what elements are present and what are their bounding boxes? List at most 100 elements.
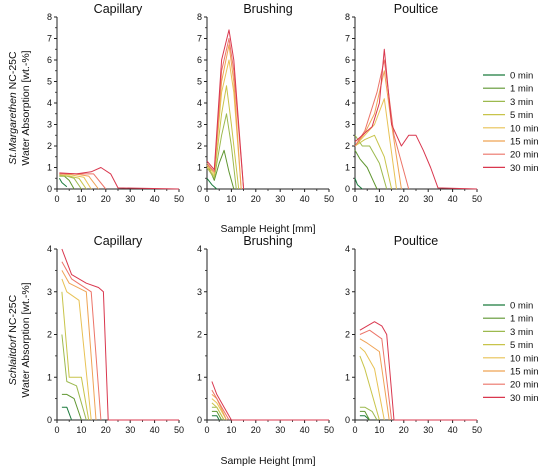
panel-5-y-tick-label: 4 bbox=[345, 244, 350, 254]
panel-3-series-0-min bbox=[61, 406, 73, 421]
panel-3-x-tick-label: 0 bbox=[54, 425, 59, 435]
panel-2-series-5-min bbox=[354, 134, 393, 190]
svg-text:St.Margarethen NC-25C: St.Margarethen NC-25C bbox=[7, 51, 19, 165]
panel-3-x-tick-label: 10 bbox=[76, 425, 86, 435]
panel-2-x-tick-label: 30 bbox=[423, 194, 433, 204]
panel-0-series-30-min bbox=[59, 167, 180, 190]
panel-4-y-tick-label: 4 bbox=[197, 244, 202, 254]
stone-suffix-bottom: NC-25C bbox=[7, 294, 19, 335]
panel-5-series-30-min bbox=[359, 321, 477, 421]
panel-1-series-20-min bbox=[206, 38, 245, 190]
panel-4-y-tick-label: 2 bbox=[197, 330, 202, 340]
panel-3-x-tick-label: 20 bbox=[101, 425, 111, 435]
panel-3-series-3-min bbox=[61, 334, 87, 421]
panel-2-y-tick-label: 4 bbox=[345, 98, 350, 108]
panel-0-y-tick-label: 0 bbox=[47, 184, 52, 194]
stone-name-top: St.Margarethen bbox=[7, 92, 19, 165]
panel-1-y-tick-label: 4 bbox=[197, 98, 202, 108]
panel-3-y-tick-label: 4 bbox=[47, 244, 52, 254]
panel-0-x-tick-label: 50 bbox=[174, 194, 184, 204]
panel-1-y-tick-label: 5 bbox=[197, 77, 202, 87]
panel-3: Capillary 0 10 20 30 40 50 0 1 2 3 4 bbox=[47, 234, 184, 435]
panel-4-title: Brushing bbox=[243, 234, 292, 248]
panel-5-y-tick-label: 1 bbox=[345, 372, 350, 382]
panel-0-title: Capillary bbox=[94, 2, 143, 16]
panel-2-y-tick-label: 0 bbox=[345, 184, 350, 194]
legend-label: 3 min bbox=[510, 97, 533, 108]
panel-0-series-0-min bbox=[58, 178, 68, 188]
panel-5-x-tick-label: 20 bbox=[399, 425, 409, 435]
panel-0-x-tick-label: 0 bbox=[54, 194, 59, 204]
panel-4-y-tick-label: 0 bbox=[197, 415, 202, 425]
panel-1-y-tick-label: 0 bbox=[197, 184, 202, 194]
panel-1-x-tick-label: 10 bbox=[226, 194, 236, 204]
panel-2-x-tick-label: 20 bbox=[399, 194, 409, 204]
panel-0-y-tick-label: 2 bbox=[47, 141, 52, 151]
panel-3-title: Capillary bbox=[94, 234, 143, 248]
legend-row-0: 0 min 1 min 3 min 5 min 10 min 15 min 20 min 30… bbox=[483, 71, 539, 174]
panel-1-series-30-min bbox=[206, 29, 245, 190]
panel-4-x-tick-label: 10 bbox=[226, 425, 236, 435]
panel-5-x-tick-label: 30 bbox=[423, 425, 433, 435]
panel-0-series-5-min bbox=[59, 174, 87, 190]
panel-4-x-tick-label: 40 bbox=[300, 425, 310, 435]
panel-5-x-tick-label: 40 bbox=[448, 425, 458, 435]
panel-3-x-tick-label: 30 bbox=[125, 425, 135, 435]
panel-2-x-tick-label: 10 bbox=[374, 194, 384, 204]
y-unit-bottom: Water Absorption [wt.-%] bbox=[20, 282, 32, 397]
panel-2-y-tick-label: 5 bbox=[345, 77, 350, 87]
legend-label: 20 min bbox=[510, 380, 539, 391]
panel-2-x-tick-label: 40 bbox=[448, 194, 458, 204]
panel-5-series-3-min bbox=[359, 406, 378, 421]
panel-5-series-10-min bbox=[359, 346, 385, 421]
panel-2-series-15-min bbox=[354, 70, 402, 190]
panel-2-series-1-min bbox=[354, 150, 378, 190]
legend-label: 3 min bbox=[510, 327, 533, 338]
panel-5-series-0-min bbox=[359, 415, 370, 421]
y-unit-top: Water Absorption [wt.-%] bbox=[20, 50, 32, 165]
legend-label: 10 min bbox=[510, 353, 539, 364]
panel-2-x-tick-label: 50 bbox=[472, 194, 482, 204]
panel-5-series-1-min bbox=[359, 410, 371, 421]
panel-0-x-tick-label: 30 bbox=[125, 194, 135, 204]
panel-4-x-tick-label: 20 bbox=[251, 425, 261, 435]
panel-5-y-tick-label: 3 bbox=[345, 287, 350, 297]
panel-0-x-tick-label: 40 bbox=[150, 194, 160, 204]
panel-0-series-10-min bbox=[59, 173, 92, 190]
panel-3-y-tick-label: 2 bbox=[47, 330, 52, 340]
panel-4-series-0-min bbox=[211, 415, 220, 421]
panel-0-y-tick-label: 6 bbox=[47, 55, 52, 65]
panel-0-y-tick-label: 8 bbox=[47, 12, 52, 22]
panel-1-x-tick-label: 30 bbox=[275, 194, 285, 204]
panel-5-series-20-min bbox=[359, 329, 393, 421]
panel-1-y-tick-label: 8 bbox=[197, 12, 202, 22]
panel-1-series-5-min bbox=[206, 85, 240, 190]
panel-3-series-20-min bbox=[61, 261, 102, 421]
panel-1-y-tick-label: 6 bbox=[197, 55, 202, 65]
panel-2-title: Poultice bbox=[394, 2, 439, 16]
panel-3-y-tick-label: 1 bbox=[47, 372, 52, 382]
panel-3-y-tick-label: 0 bbox=[47, 415, 52, 425]
panel-2-y-tick-label: 6 bbox=[345, 55, 350, 65]
legend-label: 5 min bbox=[510, 340, 533, 351]
x-axis-label-bottom: Sample Height [mm] bbox=[220, 455, 315, 467]
panel-3-x-tick-label: 50 bbox=[174, 425, 184, 435]
legend-label: 20 min bbox=[510, 150, 539, 161]
panel-5-x-tick-label: 50 bbox=[472, 425, 482, 435]
panel-2-y-tick-label: 7 bbox=[345, 34, 350, 44]
panel-5: Poultice 0 10 20 30 40 50 0 1 2 3 4 bbox=[345, 234, 482, 435]
panel-1-series-3-min bbox=[206, 113, 237, 190]
panel-1-x-tick-label: 20 bbox=[251, 194, 261, 204]
panel-0: Capillary 0 10 20 30 40 50 0 1 2 3 4 5 6 7 8 bbox=[47, 2, 184, 204]
legend-label: 15 min bbox=[510, 367, 539, 378]
panel-3-series-1-min bbox=[61, 393, 82, 421]
panel-4-series-5-min bbox=[211, 402, 225, 421]
svg-text:Schlaitdorf NC-25C: Schlaitdorf NC-25C bbox=[7, 294, 19, 385]
panel-4-x-tick-label: 50 bbox=[324, 425, 334, 435]
panel-5-x-tick-label: 0 bbox=[352, 425, 357, 435]
panel-2-y-tick-label: 1 bbox=[345, 163, 350, 173]
panel-4-series-10-min bbox=[211, 398, 227, 421]
panel-3-series-30-min bbox=[61, 248, 179, 421]
